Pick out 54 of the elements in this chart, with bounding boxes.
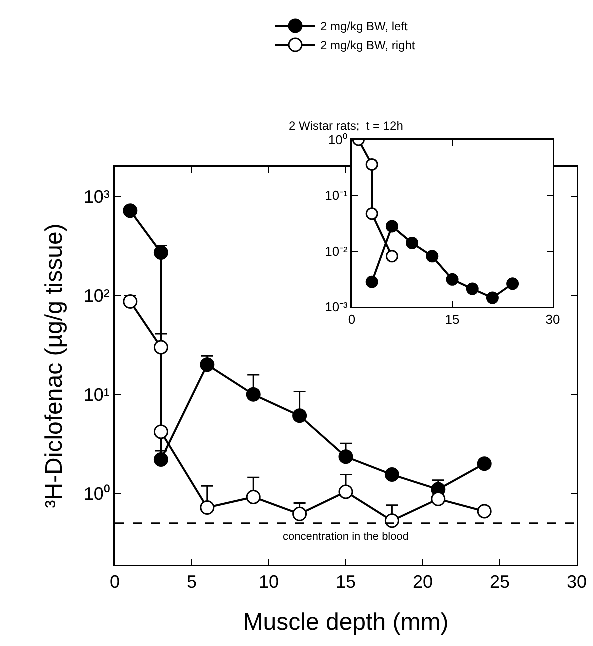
legend-label: 2 mg/kg BW, right <box>320 38 416 53</box>
point <box>431 492 446 506</box>
point <box>506 278 520 290</box>
point <box>246 490 261 504</box>
point <box>466 282 479 296</box>
point <box>338 450 354 464</box>
point <box>154 452 168 467</box>
x-tick-label: 30 <box>546 312 560 328</box>
point <box>477 504 492 519</box>
ref-line-label: concentration in the blood <box>283 531 409 543</box>
y-tick-label: 10² <box>84 286 110 306</box>
x-tick-label: 15 <box>336 572 356 592</box>
point <box>123 294 138 309</box>
point <box>386 250 398 263</box>
y-tick-label: 10⁻³ <box>325 300 349 315</box>
point <box>200 358 215 372</box>
point <box>386 220 398 233</box>
x-tick-label: 0 <box>348 312 356 328</box>
x-tick-label: 10 <box>258 572 280 592</box>
point <box>477 456 492 472</box>
point <box>154 245 168 260</box>
point <box>384 514 400 528</box>
y-tick-label: 10⁻¹ <box>325 188 349 204</box>
point <box>200 500 215 515</box>
x-tick-label: 25 <box>490 572 510 592</box>
legend-label: 2 mg/kg BW, left <box>320 20 409 34</box>
point <box>486 292 499 304</box>
point <box>123 204 138 218</box>
y-axis-title: ³H-Diclofenac (µg/g tissue) <box>41 224 68 508</box>
point <box>154 424 168 440</box>
x-tick-label: 20 <box>412 572 434 592</box>
y-tick-label: 10⁻² <box>325 244 349 259</box>
y-tick-label: 10⁰ <box>84 484 110 504</box>
point <box>366 276 378 288</box>
x-tick-label: 15 <box>445 312 460 328</box>
point <box>292 408 308 424</box>
x-tick-label: 0 <box>110 572 120 592</box>
y-tick-label: 10³ <box>84 187 110 208</box>
point <box>426 250 439 263</box>
point <box>292 506 308 522</box>
point <box>154 340 168 355</box>
x-tick-label: 5 <box>186 572 198 592</box>
point <box>366 208 378 220</box>
point <box>446 273 459 286</box>
chart-subtitle: 2 Wistar rats; t = 12h <box>289 119 404 133</box>
x-tick-label: 30 <box>566 572 588 592</box>
point <box>246 387 261 402</box>
point <box>406 236 419 250</box>
x-axis-title: Muscle depth (mm) <box>243 609 449 636</box>
point <box>366 158 378 171</box>
y-tick-label: 10⁰ <box>328 132 348 148</box>
point <box>338 484 354 500</box>
y-tick-label: 10¹ <box>84 384 110 405</box>
point <box>384 468 400 482</box>
